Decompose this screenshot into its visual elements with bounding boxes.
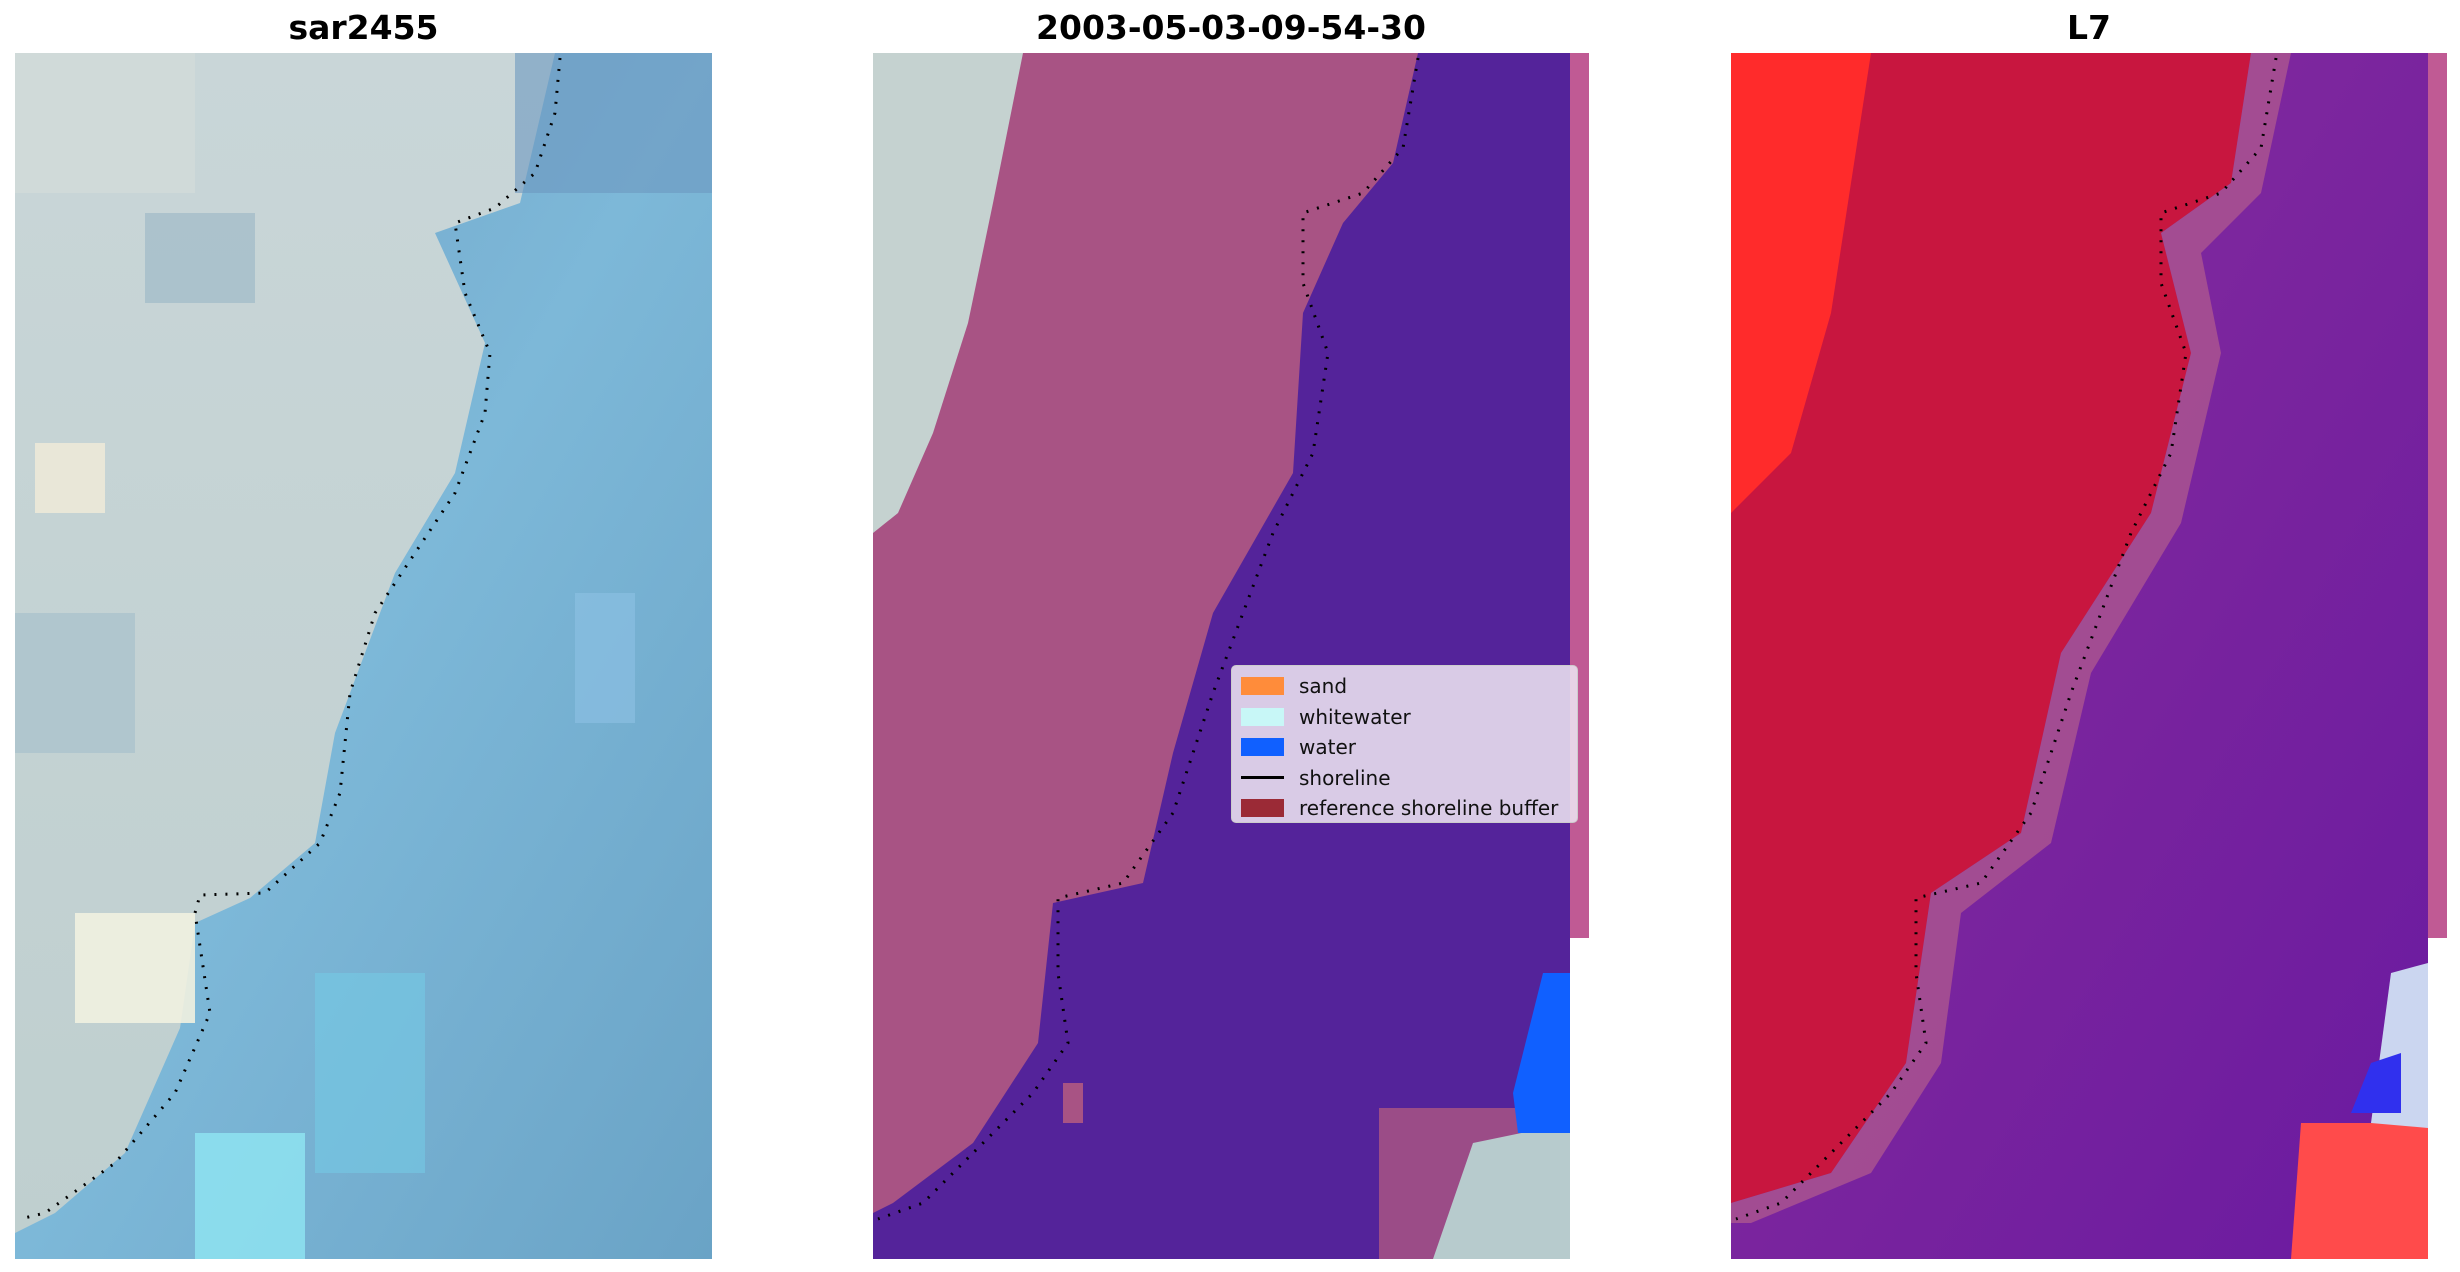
legend-label-reference-buffer: reference shoreline buffer [1299,796,1559,821]
panel-title-classified: 2003-05-03-09-54-30 [1036,8,1426,47]
sand-swatch [1241,677,1284,696]
legend-item-sand: sand [1232,671,1577,702]
classified-image-panel [873,53,1589,1259]
panel-title-rgb: sar2455 [288,8,439,47]
legend: sand whitewater water shoreline referenc… [1231,665,1578,823]
legend-item-water: water [1232,732,1577,763]
whitewater-swatch [1241,707,1284,726]
shoreline-line-swatch [1241,776,1284,780]
water-swatch [1241,738,1284,757]
legend-label-whitewater: whitewater [1299,704,1411,729]
legend-item-shoreline: shoreline [1232,763,1577,794]
legend-item-reference-buffer: reference shoreline buffer [1232,793,1577,824]
legend-label-water: water [1299,735,1356,760]
reference-buffer-swatch [1241,799,1284,818]
legend-item-whitewater: whitewater [1232,702,1577,733]
legend-label-shoreline: shoreline [1299,765,1391,790]
mndwi-image-panel [1731,53,2447,1259]
rgb-image-panel [15,53,712,1259]
legend-label-sand: sand [1299,674,1348,699]
panel-title-mndwi: L7 [2067,8,2111,47]
